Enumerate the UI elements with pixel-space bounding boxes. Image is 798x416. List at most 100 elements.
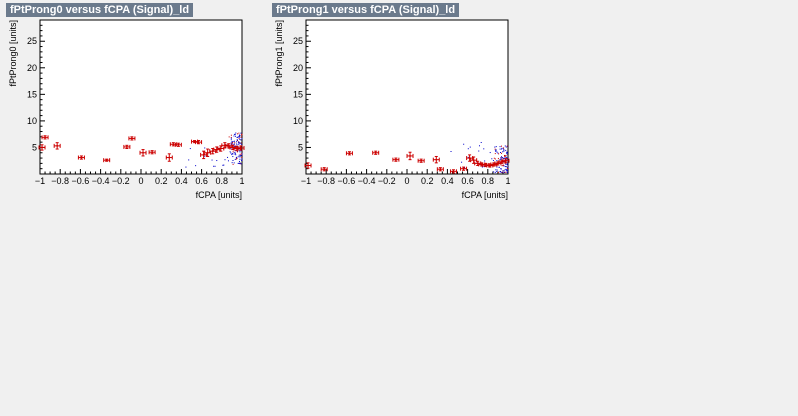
scatter-point — [501, 171, 503, 173]
scatter-point — [500, 157, 502, 159]
scatter-point — [504, 171, 506, 173]
profile-point — [233, 145, 241, 152]
scatter-point — [501, 165, 503, 167]
scatter-point — [241, 159, 243, 161]
scatter-point — [227, 156, 229, 158]
scatter-point — [239, 151, 241, 153]
x-tick-label: 0.2 — [421, 176, 434, 186]
x-tick-label: 0.2 — [155, 176, 168, 186]
profile-point — [345, 151, 353, 156]
scatter-point — [499, 146, 501, 148]
profile-point — [320, 167, 328, 172]
x-tick-label: 0.8 — [216, 176, 229, 186]
scatter-point — [237, 156, 239, 158]
scatter-point — [506, 153, 508, 155]
y-tick-label: 15 — [27, 89, 37, 99]
profile-point — [460, 166, 468, 171]
scatter-point — [504, 155, 506, 157]
scatter-point — [227, 160, 229, 162]
x-tick-label: −0.8 — [51, 176, 69, 186]
x-tick-label: 0 — [138, 176, 143, 186]
y-tick-label: 20 — [27, 63, 37, 73]
scatter-point — [496, 169, 498, 171]
scatter-point — [239, 143, 241, 145]
scatter-point — [503, 165, 505, 167]
scatter-point — [235, 135, 237, 137]
profile-point — [123, 144, 131, 150]
scatter-point — [238, 162, 240, 164]
scatter-point — [239, 134, 241, 136]
y-tick-label: 5 — [32, 142, 37, 152]
x-tick-label: 0 — [404, 176, 409, 186]
scatter-point — [495, 146, 497, 148]
scatter-point — [491, 158, 493, 160]
scatter-point — [233, 162, 235, 164]
plot-frame — [39, 19, 243, 175]
x-tick-label: 0.6 — [195, 176, 208, 186]
scatter-point — [505, 163, 507, 165]
x-tick-label: −1 — [301, 176, 311, 186]
profile-point — [38, 144, 46, 151]
scatter-point — [503, 157, 505, 159]
y-axis-title: fPtProng0 [units] — [8, 20, 18, 87]
scatter-point — [233, 141, 235, 143]
scatter-point — [507, 170, 509, 172]
scatter-point — [505, 146, 507, 148]
scatter-point — [506, 152, 508, 154]
scatter-point — [478, 150, 480, 152]
scatter-point — [493, 157, 495, 159]
profile-point — [304, 162, 312, 169]
y-tick-label: 15 — [293, 89, 303, 99]
x-tick-label: 0.4 — [441, 176, 454, 186]
scatter-point — [484, 160, 486, 162]
scatter-point — [494, 153, 496, 155]
scatter-point — [204, 155, 206, 157]
scatter-point — [237, 136, 239, 138]
scatter-point — [229, 151, 231, 153]
scatter-point — [230, 136, 232, 138]
scatter-point — [500, 168, 502, 170]
profile-point — [237, 145, 245, 151]
scatter-point — [216, 160, 218, 162]
scatter-point — [213, 165, 215, 167]
scatter-point — [236, 156, 238, 158]
profile-point — [474, 160, 482, 167]
scatter-point — [501, 147, 503, 149]
scatter-point — [189, 148, 191, 150]
profile-point — [128, 136, 136, 141]
scatter-point — [228, 136, 230, 138]
y-tick-label: 10 — [27, 116, 37, 126]
scatter-point — [223, 164, 225, 166]
scatter-point — [498, 166, 500, 168]
profile-point — [372, 150, 380, 155]
scatter-point — [231, 154, 233, 156]
scatter-point — [230, 152, 232, 154]
scatter-point — [232, 153, 234, 155]
x-axis-title: fCPA [units] — [462, 190, 508, 200]
scatter-point — [234, 133, 236, 135]
scatter-point — [230, 148, 232, 150]
scatter-point — [238, 154, 240, 156]
scatter-point — [503, 150, 505, 152]
profile-point — [392, 157, 400, 162]
profile-point — [174, 142, 182, 147]
scatter-point — [494, 158, 496, 160]
scatter-point — [503, 149, 505, 151]
scatter-point — [236, 143, 238, 145]
x-tick-label: 0.8 — [482, 176, 495, 186]
profile-point — [432, 155, 440, 164]
scatter-point — [195, 165, 197, 167]
scatter-point — [494, 149, 496, 151]
scatter-point — [236, 157, 238, 159]
scatter-point — [492, 160, 494, 162]
scatter-point — [231, 141, 233, 143]
scatter-point — [469, 146, 471, 148]
profile-point — [502, 158, 510, 164]
scatter-point — [502, 170, 504, 172]
profile-point — [490, 162, 498, 167]
scatter-point — [240, 150, 242, 152]
x-tick-label: −0.4 — [358, 176, 376, 186]
x-axis-title: fCPA [units] — [196, 190, 242, 200]
scatter-point — [239, 163, 241, 165]
scatter-point — [501, 156, 503, 158]
